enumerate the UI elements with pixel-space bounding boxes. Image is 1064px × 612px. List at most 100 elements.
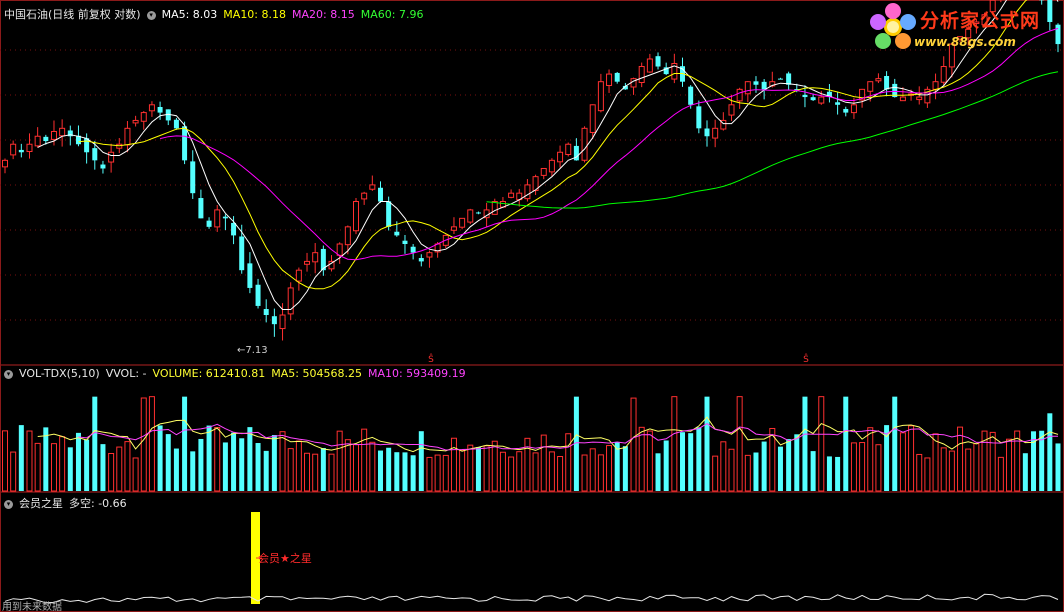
candle-body — [850, 104, 857, 114]
candle-body — [402, 240, 408, 245]
candle-body — [524, 184, 531, 200]
candle — [646, 53, 653, 73]
candle-body — [361, 192, 368, 200]
candle-body — [892, 83, 898, 98]
volume-bar — [304, 452, 311, 492]
candle-body — [92, 148, 98, 161]
volume-indicator-name[interactable]: VOL-TDX(5,10) — [19, 367, 100, 380]
volume-bar — [859, 442, 866, 492]
candle-body — [108, 151, 115, 163]
candle-body — [940, 66, 947, 83]
volume-bar — [222, 442, 228, 491]
candle-body — [410, 246, 416, 253]
logo-name: 分析家公式网 — [920, 10, 1041, 32]
volume-bar — [100, 444, 106, 491]
candle-body — [565, 143, 572, 155]
candle-body — [377, 187, 383, 202]
volume-bar — [10, 451, 17, 492]
candle-body — [231, 222, 237, 236]
candle — [826, 84, 832, 103]
volume-bar — [810, 451, 816, 491]
candle — [704, 120, 710, 147]
candle-body — [712, 127, 719, 139]
candle-body — [157, 107, 163, 113]
candle-body — [148, 104, 155, 112]
candle-body — [386, 201, 392, 227]
candle — [744, 81, 751, 103]
volume-bar — [279, 431, 286, 492]
candle — [948, 42, 955, 78]
member-indicator-name[interactable]: 会员之星 — [19, 497, 63, 510]
volume-bar — [997, 456, 1004, 492]
volume-bar — [434, 454, 441, 492]
volume-bar — [442, 454, 449, 492]
candle — [140, 111, 147, 130]
candle-body — [638, 66, 645, 84]
volume-bar — [132, 457, 139, 492]
candle — [255, 278, 261, 309]
volume-bar — [206, 425, 212, 491]
candle-body — [867, 81, 874, 92]
candle — [875, 73, 882, 84]
candle — [491, 198, 498, 215]
candle — [287, 282, 294, 320]
candle — [344, 225, 351, 255]
candle — [402, 234, 408, 254]
volume-bar — [239, 438, 245, 491]
candle-body — [247, 263, 253, 288]
volume-bar — [450, 437, 457, 492]
price-title[interactable]: 中国石油(日线 前复权 对数) — [4, 8, 141, 21]
candle — [369, 175, 376, 191]
candle — [18, 143, 24, 158]
candle — [353, 197, 359, 235]
candle — [92, 140, 98, 170]
volume-bar — [271, 435, 277, 491]
chevron-down-icon[interactable]: ▾ — [4, 370, 13, 379]
candle-body — [418, 258, 424, 262]
candle — [696, 100, 702, 134]
volume-ma-layer — [37, 416, 1059, 453]
ma10-value: MA10: 8.18 — [223, 8, 287, 21]
candle — [271, 308, 277, 337]
ma10-line — [78, 0, 1028, 290]
candle-body — [671, 63, 678, 80]
candle-body — [646, 58, 653, 73]
candle-body — [124, 127, 131, 146]
ma5-line — [37, 0, 1059, 310]
volume-bar — [198, 438, 204, 491]
volume-bar — [663, 440, 669, 491]
candle — [26, 133, 33, 159]
volume-bar — [344, 439, 351, 492]
candle-body — [736, 88, 743, 102]
volume-bar — [214, 427, 221, 492]
candle — [810, 93, 816, 102]
candle — [263, 299, 269, 323]
low-price-marker: ←7.13 — [237, 345, 268, 356]
chevron-down-icon[interactable]: ▾ — [4, 500, 13, 509]
volume-bar — [736, 396, 743, 492]
candle-body — [10, 143, 17, 156]
candle-body — [753, 81, 759, 85]
candle-body — [467, 209, 474, 223]
candle — [312, 243, 319, 274]
candle — [295, 267, 302, 291]
candle — [247, 252, 253, 294]
volume-bar — [646, 430, 653, 492]
chevron-down-icon[interactable]: ▾ — [146, 11, 156, 20]
candle-body — [777, 78, 783, 80]
volume-bar — [606, 445, 613, 492]
site-logo[interactable]: 分析家公式网 www.88gs.com — [866, 0, 1064, 56]
candle-body — [312, 252, 319, 263]
candle-body — [1047, 0, 1053, 22]
candle — [450, 217, 457, 234]
volume-value: VOLUME: 612410.81 — [152, 367, 266, 380]
volume-bar — [1022, 453, 1028, 491]
volume-bar — [124, 441, 131, 492]
volume-bar — [50, 443, 57, 492]
volume-bar — [59, 436, 66, 492]
candle-body — [394, 231, 400, 236]
ma20-line — [159, 27, 1059, 261]
candle-body — [255, 284, 261, 306]
volume-bar — [336, 430, 343, 492]
candle-body — [206, 220, 212, 227]
